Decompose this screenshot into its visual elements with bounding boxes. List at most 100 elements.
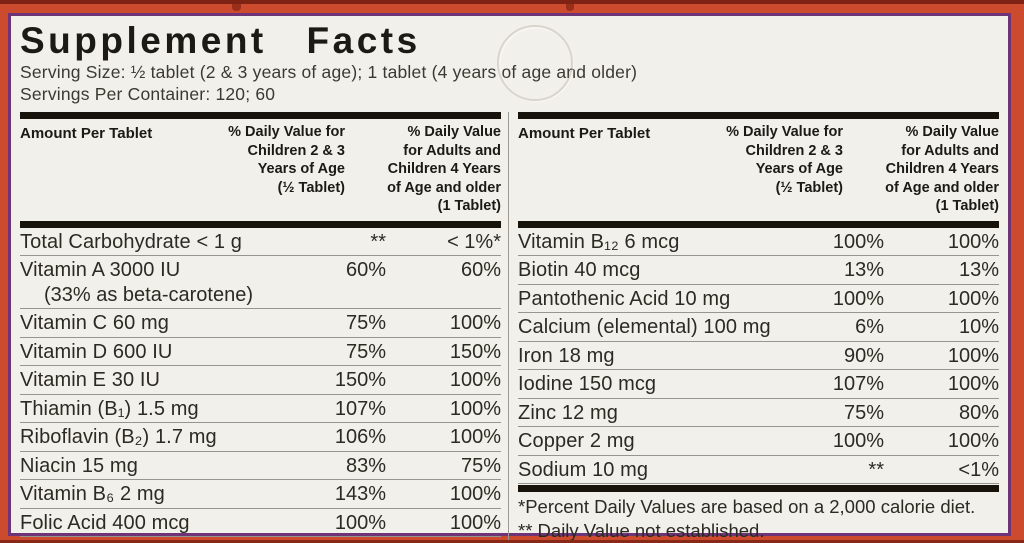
- nutrient-name: Biotin 40 mcg: [518, 259, 641, 281]
- dv-children-value: 75%: [345, 340, 386, 363]
- dv-children-value: 150%: [334, 369, 386, 391]
- dv-children-value: 83%: [345, 454, 386, 477]
- dv-adults-value: 100%: [947, 373, 999, 395]
- dv-adults-value: 100%: [449, 511, 501, 534]
- dv-adults-value: 100%: [947, 344, 999, 367]
- dv-children-value: 100%: [334, 511, 386, 534]
- nutrient-name: Copper 2 mg: [518, 430, 635, 452]
- dv-children-value: 75%: [345, 312, 386, 334]
- dv-adults-header: % Daily Value for Adults and Children 4 …: [387, 124, 501, 214]
- table-row: Vitamin B₁₂ 6 mcg 100% 100%: [518, 228, 999, 256]
- dv-adults-value: <1%: [958, 458, 999, 481]
- dv-children-value: 75%: [843, 401, 884, 424]
- table-row: Thiamin (B₁) 1.5 mg 107% 100%: [20, 395, 501, 423]
- nutrient-name: Folic Acid 400 mcg: [20, 511, 190, 534]
- nutrient-name: Pantothenic Acid 10 mg: [518, 287, 731, 310]
- facts-table-left: Amount Per Tablet % Daily Value for Chil…: [20, 112, 501, 542]
- nutrient-subnote: (33% as beta-carotene): [44, 283, 254, 306]
- table-row: Vitamin A 3000 IU 60% 60% (33% as beta-c…: [20, 256, 501, 309]
- table-row: Zinc 12 mg 75% 80%: [518, 399, 999, 427]
- header-bottom-rule: [20, 220, 501, 228]
- dv-children-header: % Daily Value for Children 2 & 3 Years o…: [726, 124, 843, 196]
- dv-children-value: **: [370, 230, 386, 253]
- dv-adults-value: 100%: [947, 287, 999, 310]
- servings-per-container-text: Servings Per Container: 120; 60: [20, 84, 276, 104]
- box-bottom-edge: [0, 540, 1024, 543]
- panel-title: Supplement Facts: [20, 20, 421, 61]
- header-top-rule: [20, 112, 501, 119]
- dv-adults-value: 100%: [449, 397, 501, 420]
- dv-children-value: 107%: [334, 397, 386, 420]
- table-row: Copper 2 mg 100% 100%: [518, 427, 999, 456]
- dv-adults-value: 100%: [449, 369, 501, 391]
- table-row: Niacin 15 mg 83% 75%: [20, 452, 501, 480]
- dv-adults-value: 100%: [947, 230, 999, 253]
- column-header: Amount Per Tablet % Daily Value for Chil…: [518, 119, 999, 221]
- nutrient-name: Vitamin D 600 IU: [20, 340, 173, 363]
- dv-adults-value: 100%: [449, 483, 501, 505]
- table-row: Vitamin B₆ 2 mg 143% 100%: [20, 480, 501, 509]
- dv-adults-value: 13%: [958, 259, 999, 281]
- table-row: Riboflavin (B₂) 1.7 mg 106% 100%: [20, 423, 501, 452]
- dv-children-value: 143%: [334, 483, 386, 505]
- dv-adults-value: 10%: [958, 316, 999, 338]
- box-top-edge: [0, 0, 1024, 4]
- dv-children-value: 6%: [855, 316, 884, 338]
- nutrient-name: Vitamin A 3000 IU: [20, 259, 181, 281]
- header-top-rule: [518, 112, 999, 119]
- dv-adults-value: 75%: [460, 454, 501, 477]
- footnote-rule: [518, 485, 999, 492]
- nutrient-name: Total Carbohydrate < 1 g: [20, 230, 242, 253]
- dv-children-value: 60%: [345, 259, 386, 281]
- nutrient-name: Zinc 12 mg: [518, 401, 618, 424]
- footnote-not-established: ** Daily Value not established.: [518, 519, 765, 541]
- table-row: Total Carbohydrate < 1 g ** < 1%*: [20, 228, 501, 256]
- table-row: Calcium (elemental) 100 mg 6% 10%: [518, 313, 999, 342]
- nutrient-name: Thiamin (B₁) 1.5 mg: [20, 397, 199, 420]
- table-row: Vitamin E 30 IU 150% 100%: [20, 366, 501, 395]
- dv-children-value: 100%: [832, 230, 884, 253]
- table-row: Vitamin C 60 mg 75% 100%: [20, 309, 501, 338]
- dv-children-value: 100%: [832, 430, 884, 452]
- cropped-print-remnant: [232, 4, 241, 11]
- dv-adults-value: 80%: [958, 401, 999, 424]
- nutrient-name: Vitamin C 60 mg: [20, 312, 169, 334]
- footnotes: *Percent Daily Values are based on a 2,0…: [518, 492, 999, 542]
- supplement-facts-panel: Supplement Facts Serving Size: ½ tablet …: [8, 13, 1011, 542]
- table-row: Vitamin D 600 IU 75% 150%: [20, 338, 501, 366]
- amount-per-tablet-header: Amount Per Tablet: [518, 125, 651, 142]
- footnote-daily-values: *Percent Daily Values are based on a 2,0…: [518, 496, 976, 517]
- nutrient-name: Sodium 10 mg: [518, 458, 649, 481]
- column-header: Amount Per Tablet % Daily Value for Chil…: [20, 119, 501, 221]
- nutrient-name: Iodine 150 mcg: [518, 373, 657, 395]
- serving-size-text: Serving Size: ½ tablet (2 & 3 years of a…: [20, 62, 638, 82]
- nutrient-name: Vitamin B₆ 2 mg: [20, 483, 165, 505]
- dv-adults-value: 100%: [947, 430, 999, 452]
- dv-adults-value: 60%: [460, 259, 501, 281]
- table-row: Sodium 10 mg ** <1%: [518, 456, 999, 484]
- table-row: Folic Acid 400 mcg 100% 100%: [20, 509, 501, 537]
- nutrient-name: Riboflavin (B₂) 1.7 mg: [20, 426, 217, 448]
- nutrient-rows-left: Total Carbohydrate < 1 g ** < 1%* Vitami…: [20, 228, 501, 537]
- nutrient-name: Iron 18 mg: [518, 344, 615, 367]
- nutrient-name: Niacin 15 mg: [20, 454, 138, 477]
- dv-children-value: 107%: [832, 373, 884, 395]
- dv-children-value: 106%: [334, 426, 386, 448]
- amount-per-tablet-header: Amount Per Tablet: [20, 125, 153, 142]
- cropped-print-remnant: [566, 4, 574, 11]
- table-row: Biotin 40 mcg 13% 13%: [518, 256, 999, 285]
- dv-children-value: 90%: [843, 344, 884, 367]
- dv-adults-value: 100%: [449, 312, 501, 334]
- facts-columns: Amount Per Tablet % Daily Value for Chil…: [20, 112, 999, 542]
- table-row: Pantothenic Acid 10 mg 100% 100%: [518, 285, 999, 313]
- dv-children-value: **: [868, 458, 884, 481]
- dv-adults-value: < 1%*: [447, 230, 501, 253]
- table-row: Iodine 150 mcg 107% 100%: [518, 370, 999, 399]
- nutrient-rows-right: Vitamin B₁₂ 6 mcg 100% 100% Biotin 40 mc…: [518, 228, 999, 484]
- dv-adults-value: 150%: [449, 340, 501, 363]
- dv-children-value: 13%: [843, 259, 884, 281]
- nutrient-name: Calcium (elemental) 100 mg: [518, 316, 771, 338]
- dv-children-header: % Daily Value for Children 2 & 3 Years o…: [228, 124, 345, 196]
- table-row: Iron 18 mg 90% 100%: [518, 342, 999, 370]
